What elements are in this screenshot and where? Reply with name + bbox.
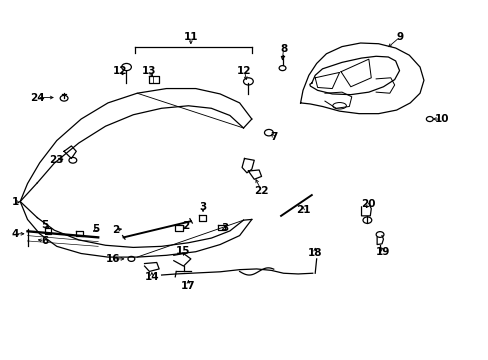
Text: 23: 23	[49, 155, 64, 165]
Text: 10: 10	[434, 114, 448, 124]
Text: 13: 13	[142, 66, 156, 76]
Text: 8: 8	[279, 44, 286, 54]
Text: 21: 21	[295, 206, 309, 216]
Text: 2: 2	[182, 221, 189, 231]
Text: 4: 4	[12, 229, 19, 239]
Text: 11: 11	[183, 32, 198, 41]
Text: 19: 19	[375, 247, 390, 257]
Text: 12: 12	[237, 66, 251, 76]
Text: 1: 1	[12, 197, 19, 207]
Text: 24: 24	[30, 93, 44, 103]
Text: 14: 14	[144, 272, 159, 282]
Text: 20: 20	[361, 199, 375, 210]
Text: 2: 2	[111, 225, 119, 235]
Text: 12: 12	[113, 66, 127, 76]
Text: 9: 9	[396, 32, 403, 41]
Text: 15: 15	[176, 246, 190, 256]
Text: 5: 5	[41, 220, 48, 230]
Text: 5: 5	[92, 225, 99, 234]
Text: 3: 3	[221, 224, 228, 233]
Text: 18: 18	[307, 248, 322, 258]
Text: 17: 17	[181, 281, 195, 291]
Text: 6: 6	[41, 236, 48, 246]
Text: 7: 7	[269, 132, 277, 142]
Text: 16: 16	[105, 254, 120, 264]
Text: 22: 22	[254, 186, 268, 196]
Text: 3: 3	[199, 202, 206, 212]
